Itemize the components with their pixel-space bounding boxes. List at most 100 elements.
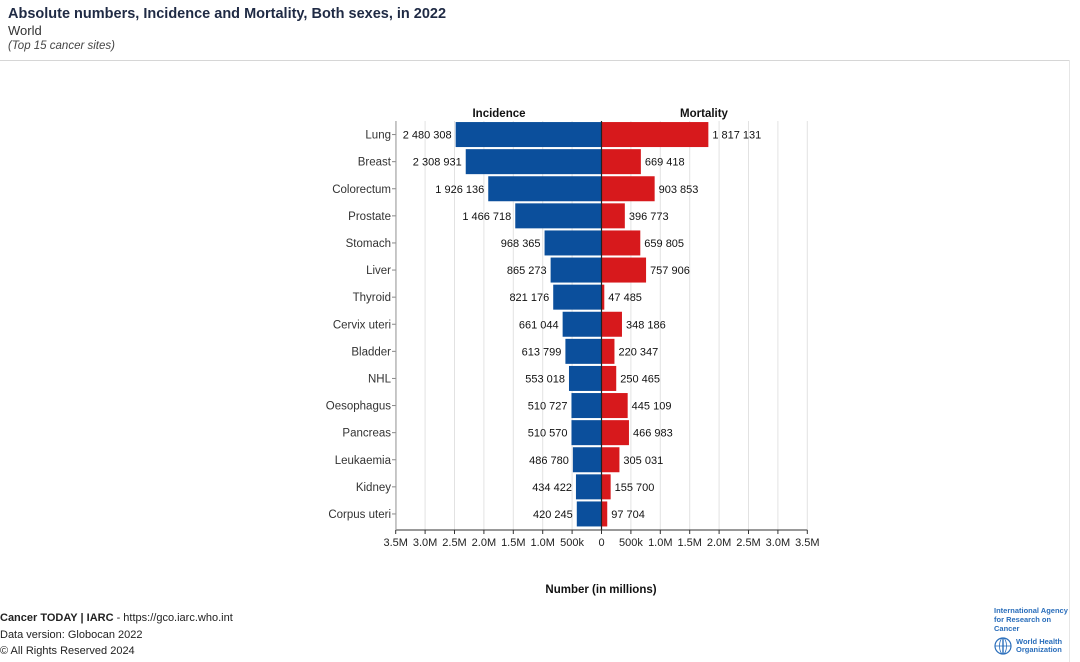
category-label: Lung <box>365 130 391 142</box>
incidence-value-label: 434 422 <box>532 482 572 494</box>
data-version-value: : Globocan 2022 <box>61 628 143 641</box>
mortality-value-label: 466 983 <box>633 428 673 440</box>
mortality-bar <box>601 176 655 202</box>
pyramid-chart: Incidence Mortality Lung 2 480 308 1 817 131… <box>326 108 820 596</box>
x-tick-label: 2.5M <box>442 537 466 549</box>
mortality-bar <box>601 230 641 256</box>
category-label: Corpus uteri <box>328 509 391 521</box>
incidence-bar <box>488 176 602 202</box>
incidence-value-label: 865 273 <box>507 265 547 277</box>
chart-header: Absolute numbers, Incidence and Mortalit… <box>8 5 446 53</box>
mortality-value-label: 305 031 <box>623 455 663 467</box>
category-label: Prostate <box>348 211 391 223</box>
x-tick-label: 2.5M <box>736 537 760 549</box>
category-label: Breast <box>358 157 392 169</box>
iarc-logo-line2: for Research on Cancer <box>994 615 1052 633</box>
logo-block: International Agency for Research on Can… <box>994 606 1074 655</box>
header-divider <box>0 60 1070 61</box>
incidence-value-label: 486 780 <box>529 455 569 467</box>
mortality-bar <box>601 420 629 446</box>
incidence-bar <box>465 149 602 175</box>
incidence-value-label: 1 926 136 <box>435 184 484 196</box>
who-emblem-icon <box>994 637 1012 655</box>
incidence-bar <box>575 474 602 500</box>
who-logo: World Health Organization <box>994 637 1074 655</box>
incidence-bar <box>571 420 602 446</box>
incidence-bar <box>544 230 602 256</box>
sites-note: (Top 15 cancer sites) <box>8 40 115 52</box>
x-tick-label: 3.0M <box>766 537 790 549</box>
x-tick-label: 1.0M <box>648 537 672 549</box>
footer-copyright: © All Rights Reserved 2024 <box>0 645 135 657</box>
category-label: Pancreas <box>342 428 391 440</box>
mortality-value-label: 396 773 <box>629 211 669 223</box>
category-label: Cervix uteri <box>333 319 391 331</box>
footer-version: Data version: Globocan 2022 <box>0 627 233 644</box>
incidence-value-label: 420 245 <box>533 509 573 521</box>
mortality-bar <box>601 203 625 229</box>
category-label: Leukaemia <box>335 455 392 467</box>
x-tick-label: 1.5M <box>677 537 701 549</box>
incidence-value-label: 968 365 <box>501 238 541 250</box>
panel-border <box>1069 60 1070 662</box>
category-label: Stomach <box>346 238 391 250</box>
x-tick-label: 0 <box>598 537 604 549</box>
incidence-header: Incidence <box>472 108 525 120</box>
incidence-bar <box>572 447 602 473</box>
incidence-value-label: 821 176 <box>509 292 549 304</box>
mortality-bar <box>601 122 709 148</box>
mortality-value-label: 1 817 131 <box>712 130 761 142</box>
x-tick-label: 1.5M <box>501 537 525 549</box>
x-tick-label: 1.0M <box>530 537 554 549</box>
mortality-value-label: 757 906 <box>650 265 690 277</box>
incidence-value-label: 553 018 <box>525 373 565 385</box>
footer-url[interactable]: - https://gco.iarc.who.int <box>113 612 233 624</box>
incidence-bar <box>455 122 602 148</box>
mortality-bar <box>601 149 641 175</box>
mortality-value-label: 97 704 <box>611 509 645 521</box>
iarc-logo-line1: International Agency <box>994 606 1068 615</box>
mortality-bar <box>601 311 622 337</box>
x-tick-label: 2.0M <box>472 537 496 549</box>
category-label: Kidney <box>356 482 391 494</box>
x-tick-label: 2.0M <box>707 537 731 549</box>
category-label: NHL <box>368 373 392 385</box>
category-label: Liver <box>366 265 391 277</box>
mortality-value-label: 155 700 <box>615 482 655 494</box>
mortality-value-label: 669 418 <box>645 157 685 169</box>
who-logo-text: World Health Organization <box>1016 636 1063 655</box>
category-label: Colorectum <box>332 184 391 196</box>
category-label: Bladder <box>351 346 391 358</box>
data-version-label: Data version <box>0 628 62 641</box>
mortality-bar <box>601 257 647 283</box>
incidence-bar <box>550 257 602 283</box>
mortality-value-label: 47 485 <box>608 292 642 304</box>
mortality-bar <box>601 393 628 419</box>
mortality-bar <box>601 365 617 391</box>
incidence-bar <box>576 501 602 527</box>
mortality-bar <box>601 338 615 364</box>
x-axis-title: Number (in millions) <box>545 584 656 596</box>
mortality-value-label: 220 347 <box>618 346 658 358</box>
mortality-bar <box>601 284 605 310</box>
who-logo-line1: World Health <box>1016 636 1063 646</box>
incidence-bar <box>571 393 602 419</box>
incidence-value-label: 2 308 931 <box>413 157 462 169</box>
footer-brand: Cancer TODAY | IARC <box>0 612 114 624</box>
category-label: Oesophagus <box>326 401 391 413</box>
mortality-value-label: 659 805 <box>644 238 684 250</box>
mortality-header: Mortality <box>680 108 729 120</box>
who-logo-line2: Organization <box>1016 645 1062 654</box>
iarc-logo: International Agency for Research on Can… <box>994 606 1074 633</box>
x-tick-label: 3.5M <box>795 537 819 549</box>
incidence-bar <box>568 365 602 391</box>
x-tick-label: 500k <box>619 537 643 549</box>
mortality-value-label: 903 853 <box>659 184 699 196</box>
mortality-bar <box>601 501 608 527</box>
incidence-value-label: 510 727 <box>528 401 568 413</box>
x-tick-label: 3.0M <box>413 537 437 549</box>
footer-source: Cancer TODAY | IARC - https://gco.iarc.w… <box>0 610 233 627</box>
incidence-value-label: 2 480 308 <box>403 130 452 142</box>
mortality-value-label: 250 465 <box>620 373 660 385</box>
population-label: World <box>8 23 42 38</box>
